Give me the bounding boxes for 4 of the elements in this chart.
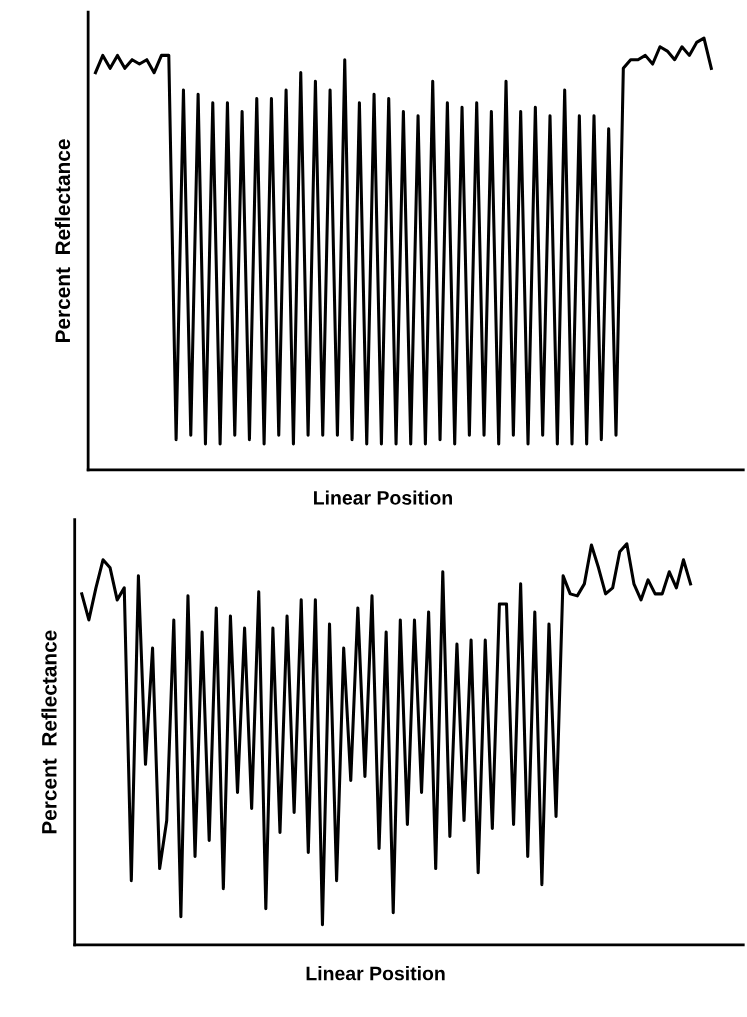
x-axis-title: Linear Position <box>314 490 452 505</box>
x-axis-title: Linear Position <box>306 966 445 981</box>
y-axis-title: Percent Reflectance <box>41 630 57 834</box>
y-axis-title: Percent Reflectance <box>54 139 71 343</box>
